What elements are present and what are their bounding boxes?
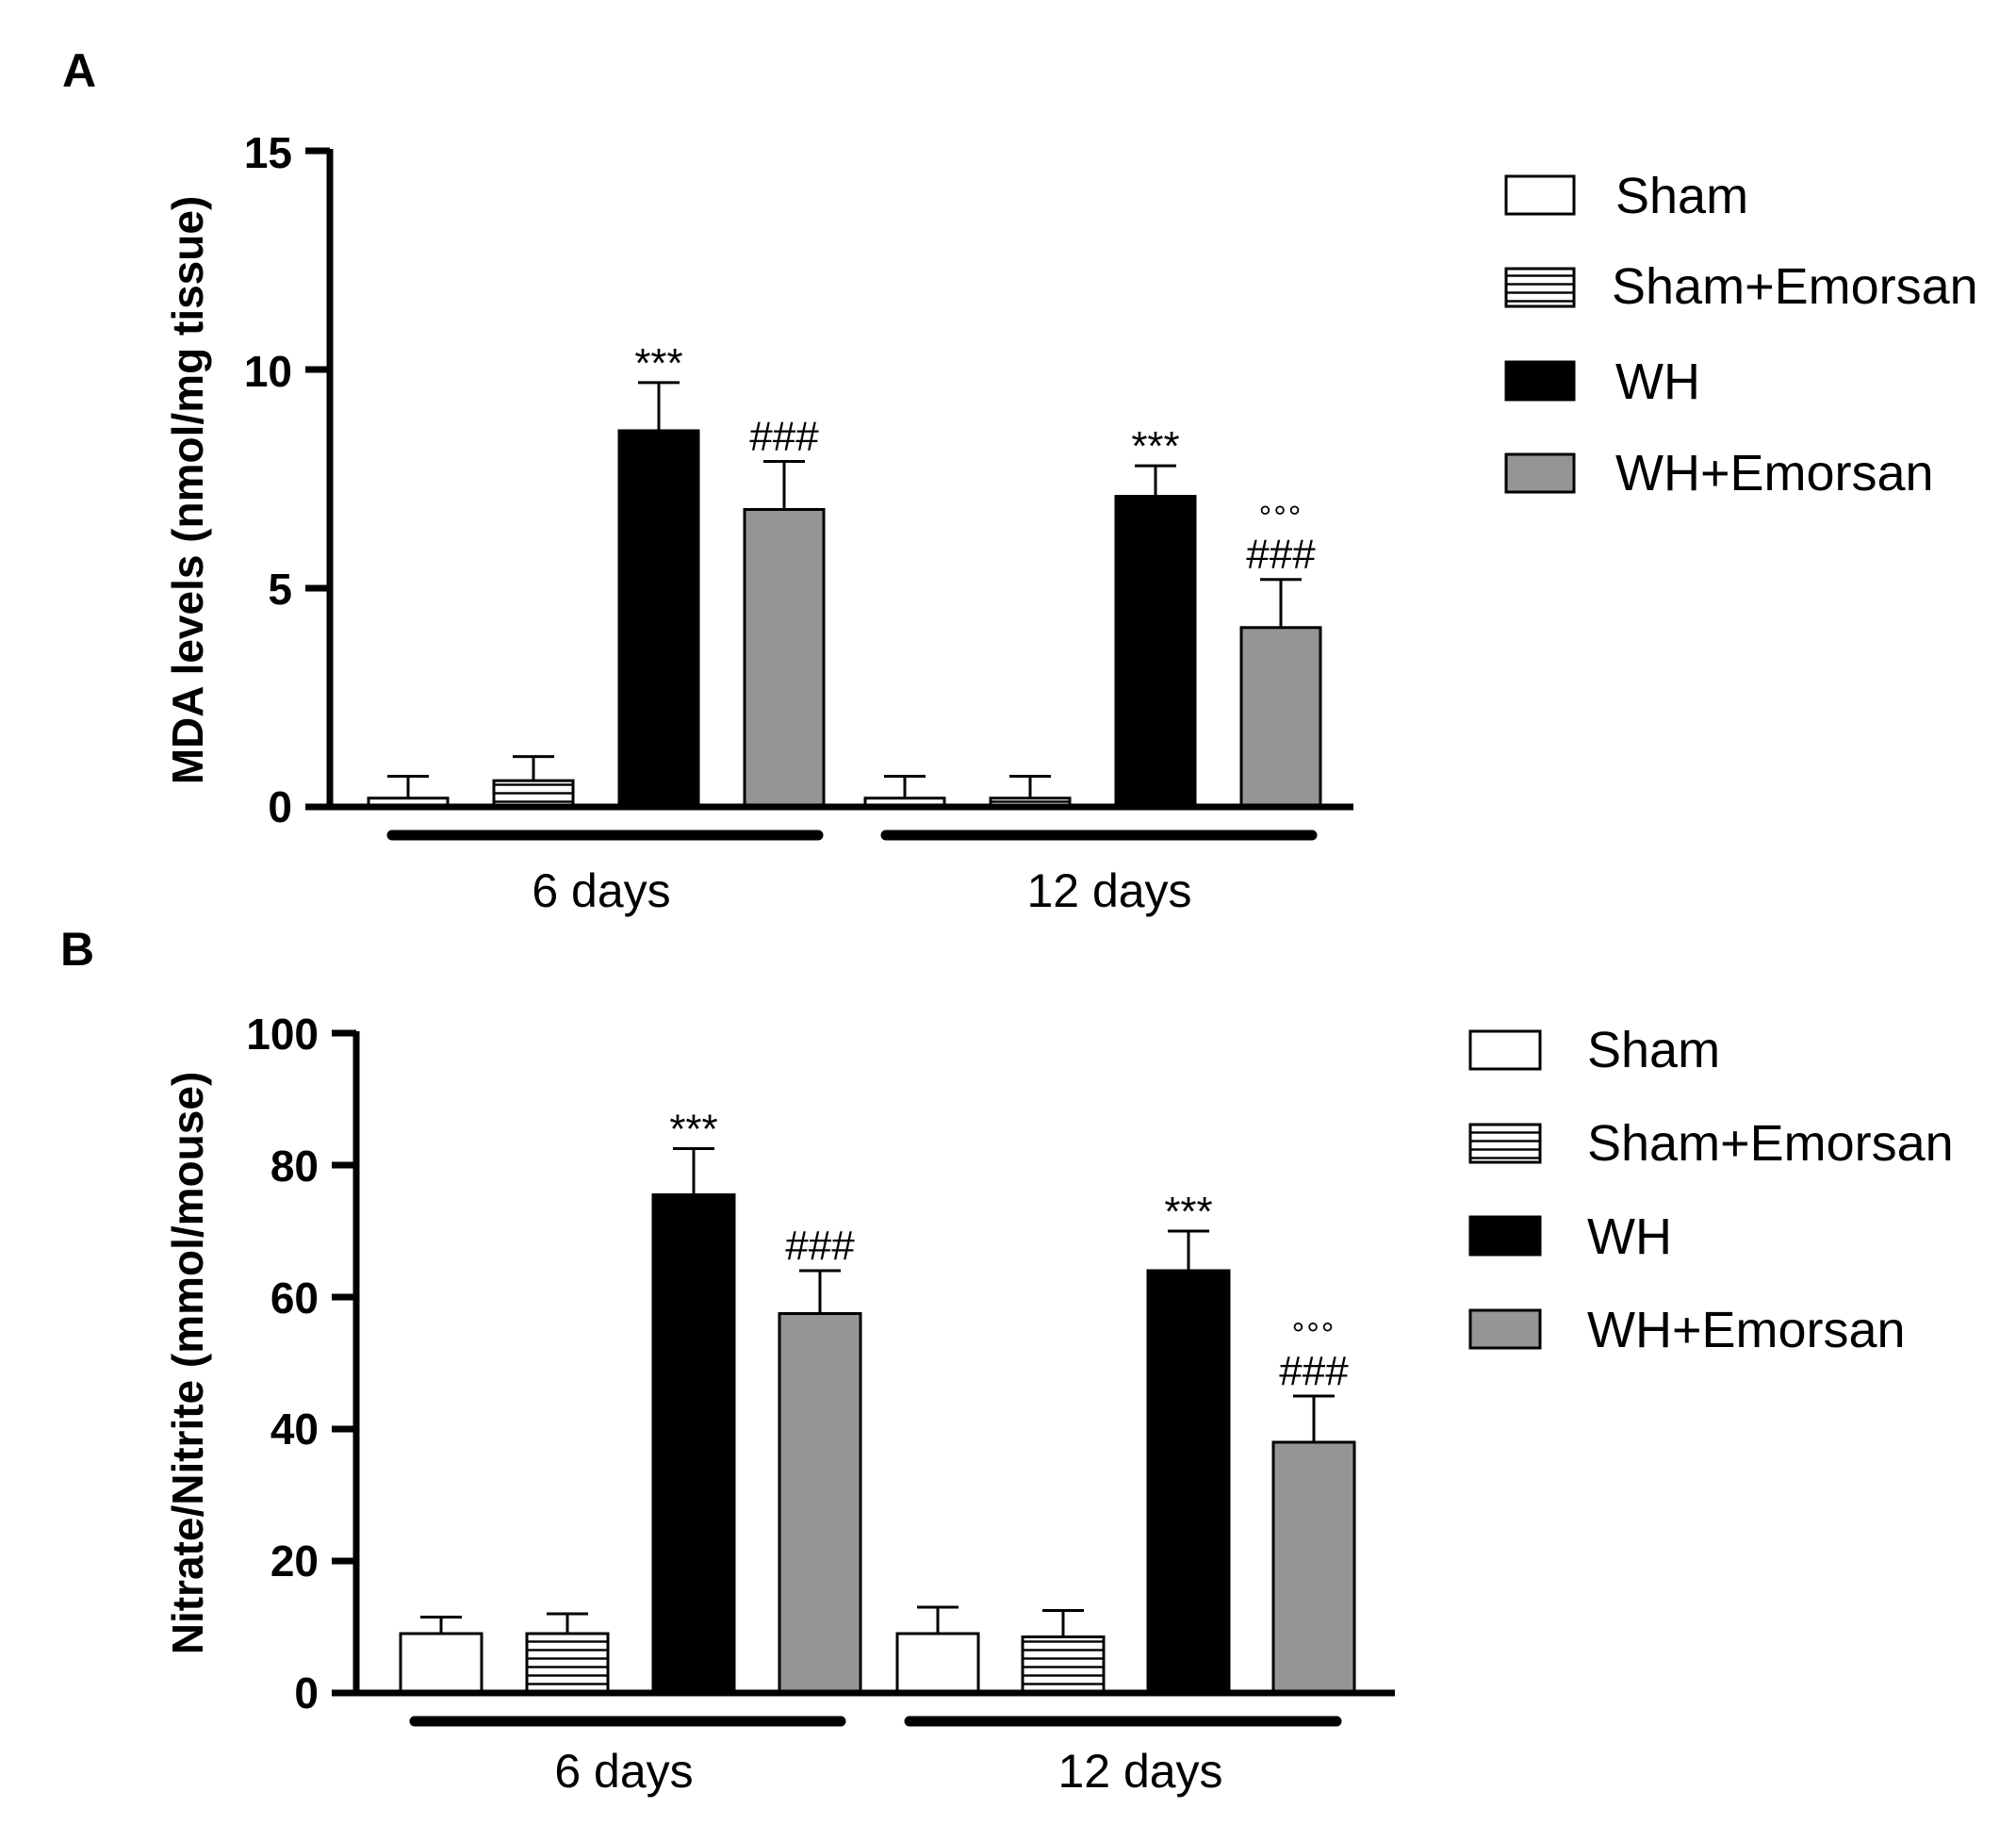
significance-rings: °°° [1292, 1317, 1336, 1353]
panel-b-legend: Sham Sham+Emorsan WH WH+Emorsan [1468, 1022, 1954, 1358]
legend-swatch-sham-emorsan [1468, 1123, 1542, 1164]
significance-stars: *** [634, 340, 682, 386]
significance-stars: *** [1164, 1189, 1212, 1235]
panel-b-y-tick: 20 [270, 1536, 319, 1586]
panel-a-y-tick: 5 [268, 565, 292, 614]
legend-swatch-sham-emorsan [1504, 267, 1576, 308]
panel-b-y-tick: 40 [270, 1405, 319, 1454]
bar [1271, 1440, 1356, 1695]
legend-label: Sham+Emorsan [1612, 258, 1978, 315]
panel-b-group-label: 6 days [554, 1745, 693, 1798]
panel-b-y-tick: 100 [246, 1010, 319, 1059]
bar [1146, 1269, 1231, 1695]
legend-label: WH [1615, 353, 1700, 410]
bar [895, 1632, 980, 1695]
significance-hashes: ### [1279, 1348, 1349, 1394]
significance-hashes: ### [1246, 532, 1316, 578]
legend-label: Sham+Emorsan [1587, 1115, 1954, 1172]
panel-a: A MDA levels (nmol/mg tissue) 0 5 10 15 … [62, 44, 1978, 917]
panel-a-y-tick: 10 [244, 347, 292, 396]
bar [651, 1193, 736, 1695]
significance-stars: *** [669, 1107, 717, 1153]
panel-a-plot: ***### ***###°°° [305, 147, 1353, 841]
legend-swatch-wh-emorsan [1504, 452, 1576, 494]
panel-b-plot: ***###***###°°° [332, 1029, 1395, 1727]
bar [492, 779, 575, 809]
bar [743, 507, 826, 809]
legend-swatch-sham [1468, 1029, 1542, 1071]
panel-b-group-label: 12 days [1057, 1745, 1222, 1798]
legend-swatch-wh [1504, 360, 1576, 402]
panel-a-legend: Sham Sham+Emorsan WH WH+Emorsan [1504, 168, 1978, 501]
panel-a-group-label: 12 days [1026, 864, 1191, 917]
legend-label: Sham [1587, 1022, 1720, 1078]
panel-b-y-axis-label: Nitrate/Nitrite (mmol/mouse) [163, 1072, 212, 1655]
legend-label: WH+Emorsan [1587, 1302, 1906, 1358]
bar [1114, 495, 1197, 809]
panel-b-y-tick: 0 [294, 1668, 319, 1717]
panel-b: B Nitrate/Nitrite (mmol/mouse) 0 20 40 6… [60, 923, 1954, 1798]
panel-a-y-tick: 15 [244, 128, 292, 177]
bar [1021, 1635, 1106, 1695]
significance-hashes: ### [785, 1223, 855, 1269]
legend-swatch-sham [1504, 174, 1576, 216]
panel-a-group-label: 6 days [532, 864, 670, 917]
significance-hashes: ### [749, 413, 819, 459]
legend-swatch-wh [1468, 1215, 1542, 1257]
significance-stars: *** [1131, 423, 1179, 469]
panel-a-y-axis-label: MDA levels (nmol/mg tissue) [163, 196, 212, 785]
legend-label: WH+Emorsan [1615, 445, 1934, 501]
panel-b-y-tick: 80 [270, 1142, 319, 1191]
legend-label: WH [1587, 1208, 1672, 1265]
legend-swatch-wh-emorsan [1468, 1308, 1542, 1350]
panel-a-letter: A [62, 44, 96, 97]
bar [617, 429, 700, 809]
significance-rings: °°° [1259, 501, 1303, 536]
panel-b-letter: B [60, 923, 94, 976]
bar [525, 1632, 610, 1695]
bar [1239, 626, 1322, 809]
bar [778, 1312, 862, 1695]
legend-label: Sham [1615, 168, 1748, 224]
panel-a-y-tick: 0 [268, 782, 292, 831]
panel-b-y-tick: 60 [270, 1274, 319, 1323]
bar [399, 1632, 484, 1695]
